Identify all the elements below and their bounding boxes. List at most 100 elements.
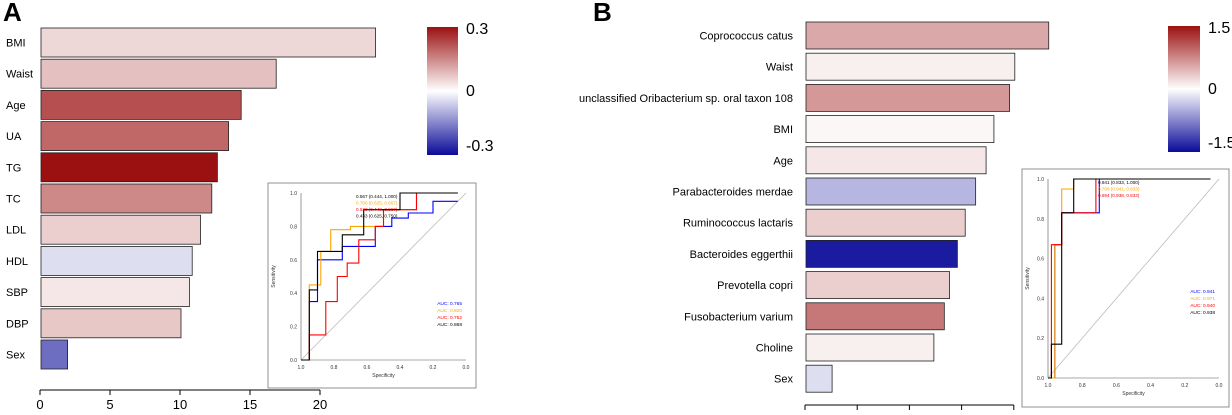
- bar-b-9: [805, 271, 950, 300]
- colorbar-tick-label: -1.5: [1208, 135, 1232, 152]
- category-label: Choline: [756, 343, 793, 355]
- category-label: Age: [6, 100, 26, 112]
- roc-x-tick-label: 0.8: [331, 365, 338, 371]
- bar-a-9: [40, 277, 190, 308]
- roc-diagonal: [1047, 178, 1220, 379]
- roc-x-tick-label: 0.6: [364, 365, 371, 371]
- bar-b-1: [805, 21, 1050, 50]
- roc-y-tick-label: 0.0: [1037, 376, 1044, 382]
- category-label: Bacteroides eggerthii: [690, 249, 793, 261]
- roc-annotation: 0.694 (0.938, 0.833): [1098, 193, 1140, 198]
- roc-annotation: 0.567 (0.444, 1.000): [356, 194, 398, 199]
- bar-b-10: [805, 302, 945, 331]
- bar-a-3: [40, 90, 242, 120]
- category-label: TC: [6, 194, 21, 206]
- roc-inset-frame: [267, 182, 477, 389]
- roc-xlabel: Specificity: [1122, 391, 1145, 397]
- category-label: BMI: [6, 38, 26, 50]
- x-tick-label: 10: [173, 397, 187, 412]
- category-label: Fusobacterium varium: [684, 311, 793, 323]
- roc-ylabel: Sensitivity: [271, 265, 277, 288]
- roc-legend-entry: AUC: 0.971: [1190, 296, 1215, 302]
- roc-y-tick-label: 0.6: [290, 258, 297, 264]
- category-label: Sex: [6, 350, 25, 362]
- roc-y-tick-label: 0.4: [290, 291, 297, 297]
- bar-b-6: [805, 177, 977, 206]
- category-label: Age: [773, 155, 793, 167]
- bar-b-2: [805, 52, 1016, 81]
- x-tick-label: 5: [106, 397, 113, 412]
- bar-b-3: [805, 84, 1010, 112]
- x-tick-label: 2: [854, 412, 861, 415]
- category-label: SBP: [6, 287, 28, 299]
- roc-x-tick-label: 0.6: [1113, 383, 1120, 389]
- roc-x-tick-label: 1.0: [298, 365, 305, 371]
- roc-xlabel: Specificity: [372, 373, 395, 379]
- category-label: unclassified Oribacterium sp. oral taxon…: [579, 93, 793, 105]
- colorbar-tick-label: 0: [466, 83, 475, 100]
- roc-y-tick-label: 0.2: [290, 325, 297, 331]
- roc-x-tick-label: 0.8: [1079, 383, 1086, 389]
- roc-legend-entry: AUC: 0.820: [437, 308, 462, 314]
- roc-legend-entry: AUC: 0.940: [1190, 303, 1215, 309]
- category-label: Ruminococcus lactaris: [683, 218, 794, 230]
- x-tick-label: 15: [243, 397, 257, 412]
- category-label: LDL: [6, 225, 26, 237]
- category-label: TG: [6, 162, 21, 174]
- roc-y-tick-label: 0.0: [290, 358, 297, 364]
- category-label: DBP: [6, 318, 29, 330]
- roc-x-tick-label: 0.0: [463, 365, 470, 371]
- roc-y-tick-label: 0.4: [1037, 296, 1044, 302]
- category-label: HDL: [6, 256, 28, 268]
- roc-diagonal: [300, 192, 467, 361]
- roc-y-tick-label: 1.0: [290, 191, 297, 197]
- bar-a-8: [40, 245, 193, 276]
- roc-legend-entry: AUC: 0.941: [1190, 289, 1215, 295]
- bar-b-12: [805, 364, 833, 393]
- roc-annotation: 0.433 (0.625, 0.750): [356, 214, 398, 219]
- x-tick-label: 4: [906, 412, 913, 415]
- panel-b-label: B: [593, 0, 612, 27]
- category-label: Coprococcus catus: [699, 31, 793, 43]
- roc-x-tick-label: 0.2: [1181, 383, 1188, 389]
- x-tick-label: 6: [958, 412, 965, 415]
- x-tick-label: 0: [801, 412, 808, 415]
- roc-annotation: 0.941 (0.833, 1.000): [1098, 180, 1140, 185]
- roc-legend-entry: AUC: 0.752: [437, 315, 462, 321]
- roc-legend-entry: AUC: 0.868: [437, 322, 462, 328]
- category-label: BMI: [773, 124, 793, 136]
- panel-a-label: A: [3, 0, 22, 27]
- x-tick-label: 0: [36, 397, 43, 412]
- roc-curve-4: [1048, 178, 1211, 379]
- roc-x-tick-label: 1.0: [1045, 383, 1052, 389]
- roc-x-tick-label: 0.0: [1216, 383, 1223, 389]
- x-tick-label: 20: [313, 397, 327, 412]
- category-label: Sex: [774, 374, 793, 386]
- roc-legend-entry: AUC: 0.938: [1190, 310, 1215, 316]
- category-label: Parabacteroides merdae: [673, 187, 793, 199]
- bar-a-7: [40, 214, 202, 245]
- bar-a-1: [40, 27, 377, 58]
- roc-y-tick-label: 0.2: [1037, 336, 1044, 342]
- roc-x-tick-label: 0.4: [1147, 383, 1154, 389]
- roc-curve-4: [301, 192, 458, 361]
- roc-y-tick-label: 0.8: [290, 224, 297, 230]
- bar-a-10: [40, 308, 182, 339]
- roc-y-tick-label: 0.6: [1037, 257, 1044, 263]
- roc-x-tick-label: 0.4: [397, 365, 404, 371]
- x-tick-label: 8: [1010, 412, 1017, 415]
- roc-legend-entry: AUC: 0.765: [437, 301, 462, 307]
- bar-a-11: [40, 339, 69, 370]
- colorbar-b: [1168, 26, 1200, 152]
- colorbar-a: [427, 27, 458, 155]
- category-label: Waist: [6, 69, 33, 81]
- colorbar-tick-label: 0.3: [466, 21, 488, 38]
- colorbar-tick-label: -0.3: [466, 138, 494, 155]
- roc-ylabel: Sensitivity: [1025, 267, 1031, 290]
- bar-b-5: [805, 146, 987, 175]
- roc-annotation: 0.700 (0.625, 0.667): [356, 201, 398, 206]
- colorbar-tick-label: 0: [1208, 81, 1217, 98]
- bar-a-6: [40, 183, 213, 214]
- category-label: Waist: [766, 62, 793, 74]
